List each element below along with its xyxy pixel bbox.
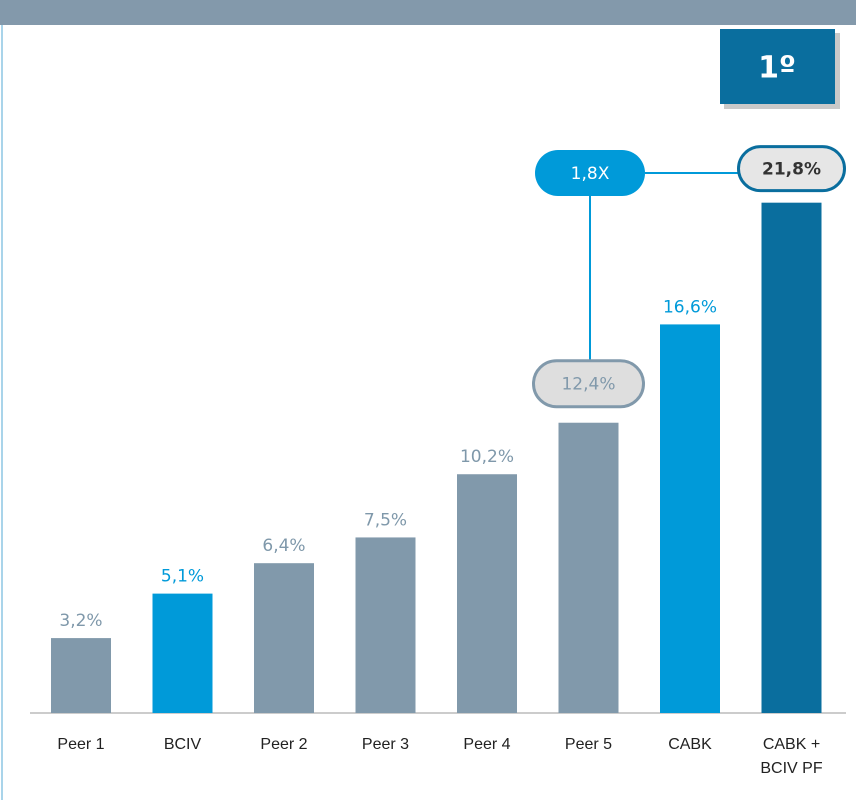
bar (457, 474, 517, 713)
x-tick-label: Peer 3 (361, 736, 410, 753)
bar (152, 593, 213, 713)
bar (660, 324, 720, 713)
header-bar (0, 0, 856, 25)
value-label: 6,4% (262, 536, 305, 556)
value-label: 12,4% (561, 375, 615, 395)
annotation: 1,8X (571, 164, 610, 184)
x-tick-label: Peer 4 (463, 736, 511, 753)
value-label: 16,6% (663, 297, 717, 317)
annotation-pill (535, 150, 645, 196)
label-pill (532, 359, 645, 409)
value-label: 3,2% (59, 611, 102, 631)
badge (720, 29, 835, 104)
x-tick-label: CABK (668, 736, 712, 753)
x-tick-label: CABK + BCIV PF (760, 736, 823, 777)
x-tick-label: BCIV (163, 736, 202, 753)
badge-text: 1º (758, 51, 796, 86)
x-tick-label: Peer 1 (57, 736, 105, 753)
bar (355, 537, 416, 713)
value-label: 10,2% (460, 447, 514, 467)
bar (558, 422, 619, 713)
bar (761, 202, 822, 713)
value-label: 7,5% (364, 510, 407, 530)
value-label: 5,1% (161, 567, 204, 587)
value-label: 21,8% (762, 160, 821, 180)
label-pill (737, 145, 846, 193)
x-tick-label: Peer 5 (564, 736, 613, 753)
x-tick-label: Peer 2 (260, 736, 308, 753)
bar (51, 638, 111, 713)
bar (254, 563, 314, 713)
